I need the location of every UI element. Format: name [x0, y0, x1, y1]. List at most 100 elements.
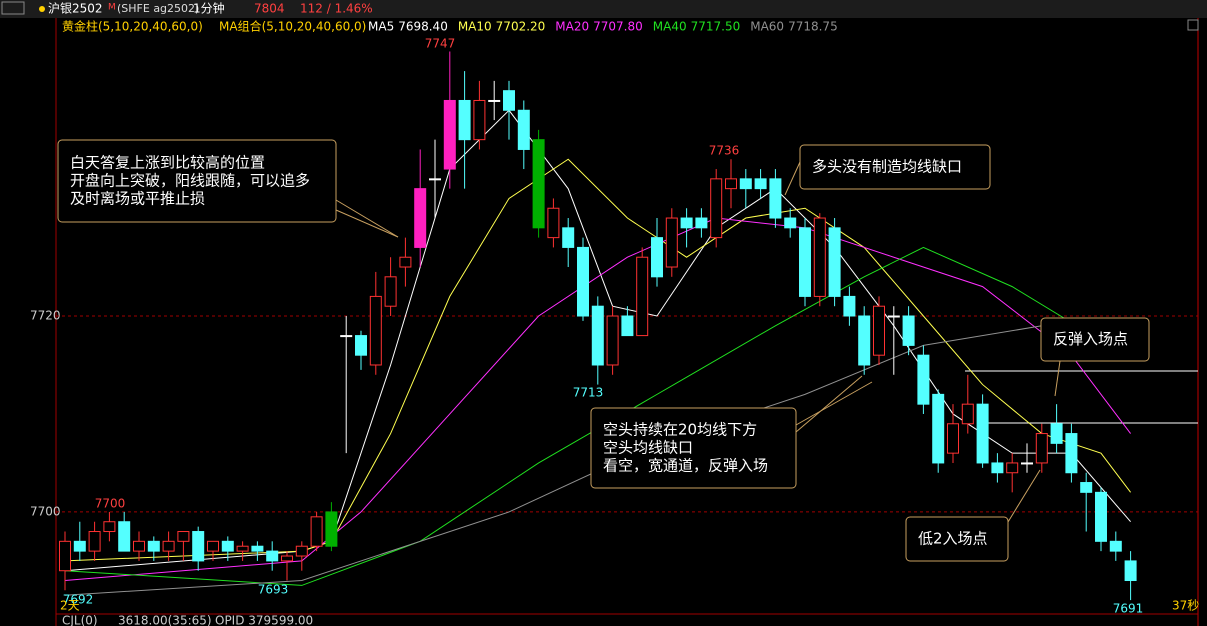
golden-label[interactable]: 黄金柱(5,10,20,40,60,0): [62, 19, 203, 34]
candle-body: [532, 139, 545, 229]
price-label: 7692: [63, 593, 94, 607]
arrow: [784, 161, 801, 196]
candle-body: [399, 256, 412, 268]
price-label: 7747: [425, 37, 456, 51]
annotation-text: 低2入场点: [918, 530, 988, 548]
seconds: 37秒: [1172, 599, 1199, 613]
candle-body: [221, 540, 234, 552]
candle-body: [192, 531, 205, 562]
price-label: 7691: [1113, 602, 1144, 616]
annotation-box: [590, 407, 797, 489]
candle-body: [932, 393, 945, 464]
period[interactable]: 1分钟: [193, 1, 225, 16]
candle-body: [754, 178, 767, 190]
candle-body: [266, 550, 279, 562]
legend-value: 7698.40: [398, 20, 448, 34]
ma-line: [64, 109, 1131, 572]
candle-body: [281, 555, 293, 562]
annotation-box: [57, 139, 337, 223]
candle-body: [1065, 433, 1078, 474]
candle-body: [976, 403, 989, 464]
legend-name: MA40: [653, 20, 687, 34]
annotation-box: [905, 516, 1009, 562]
candle-body: [429, 178, 441, 181]
candle-body: [295, 545, 308, 557]
candle-body: [133, 540, 145, 552]
price-label: 7713: [573, 386, 604, 400]
candle-body: [103, 521, 116, 533]
candle-body: [725, 178, 737, 190]
candle-body: [1109, 540, 1122, 552]
candle-body: [695, 217, 708, 229]
change: 112 / 1.46%: [300, 2, 373, 16]
code: (SHFE ag2502): [117, 2, 199, 15]
candle-body: [651, 237, 663, 278]
candle-body: [636, 256, 649, 337]
candle-body: [917, 354, 930, 405]
legend-value: 7707.80: [593, 20, 643, 34]
candle-body: [458, 99, 471, 141]
legend-name: MA10: [458, 20, 492, 34]
candle-body: [88, 531, 101, 552]
flag: M: [108, 3, 116, 13]
candle-body: [355, 335, 367, 356]
maximize[interactable]: [1187, 19, 1199, 31]
candle-body: [710, 178, 723, 239]
days: 2天: [60, 599, 80, 613]
annotation-text: 空头持续在20均线下方: [603, 421, 757, 439]
arrow: [795, 375, 863, 433]
candle-body: [517, 109, 530, 150]
candle-body: [443, 99, 456, 170]
symbol: 沪银2502: [48, 2, 103, 16]
candle-body: [591, 305, 604, 366]
candle-body: [887, 315, 900, 318]
dot: [39, 6, 45, 12]
annotation-text: 看空，宽通道，反弹入场: [603, 457, 768, 475]
candle-body: [340, 335, 353, 338]
y-tick-label: 7700: [30, 504, 61, 518]
annotation-text: 多头没有制造均线缺口: [812, 158, 962, 176]
candle-body: [369, 295, 382, 366]
candle-body: [828, 227, 841, 297]
arrow: [335, 209, 399, 238]
candle-body: [784, 217, 797, 229]
opid: OPID 379599.00: [215, 614, 313, 626]
candle-body: [1050, 423, 1063, 444]
menu-icon[interactable]: [1, 1, 25, 15]
annotation-box: [799, 144, 991, 190]
candle-body: [488, 99, 501, 102]
arrow: [1007, 469, 1041, 523]
candle-body: [147, 540, 160, 552]
candle-body: [1080, 482, 1093, 493]
candle-body: [606, 315, 619, 366]
header-bar: [0, 0, 1207, 18]
candle-body: [621, 315, 634, 337]
ma-group-label[interactable]: MA组合(5,10,20,40,60,0): [219, 19, 366, 34]
legend-value: 7702.20: [496, 20, 546, 34]
annotation-text: 开盘向上突破，阳线跟随，可以追多: [70, 172, 310, 190]
candle-body: [73, 540, 86, 552]
candle-body: [547, 207, 560, 239]
annotation-box: [1040, 317, 1150, 362]
candle-body: [858, 315, 871, 366]
candle-body: [177, 531, 190, 542]
candle-body: [1006, 462, 1019, 474]
candle-body: [162, 540, 175, 552]
candle-body: [473, 99, 486, 141]
candle-body: [1021, 462, 1033, 465]
candle-body: [577, 246, 589, 317]
price: 7804: [254, 2, 285, 16]
candle-body: [813, 217, 826, 297]
candle-body: [1095, 491, 1107, 542]
price-label: 7700: [95, 497, 126, 511]
candle-body: [251, 545, 264, 552]
arrow: [1054, 360, 1061, 397]
candle-body: [961, 403, 974, 425]
candle-body: [325, 511, 338, 547]
candle-body: [310, 516, 323, 547]
arrow: [795, 381, 873, 426]
candle-body: [902, 315, 915, 346]
candle-body: [1035, 433, 1048, 464]
legend-value: 7717.50: [691, 20, 741, 34]
